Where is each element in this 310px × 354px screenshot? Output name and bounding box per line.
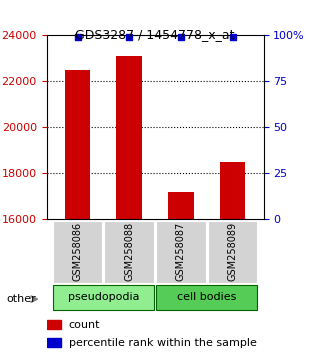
Text: GSM258086: GSM258086: [73, 222, 82, 281]
Text: count: count: [69, 320, 100, 330]
Bar: [116, 56, 142, 219]
Bar: [64, 70, 91, 219]
Bar: [46, 320, 61, 329]
Bar: [219, 162, 246, 219]
Text: percentile rank within the sample: percentile rank within the sample: [69, 338, 257, 348]
Text: GSM258087: GSM258087: [176, 222, 186, 281]
Text: GSM258089: GSM258089: [228, 222, 237, 281]
Bar: [46, 338, 61, 347]
FancyBboxPatch shape: [53, 221, 102, 282]
Text: GSM258088: GSM258088: [124, 222, 134, 281]
FancyBboxPatch shape: [156, 285, 257, 310]
FancyBboxPatch shape: [53, 285, 154, 310]
Bar: [168, 192, 194, 219]
FancyBboxPatch shape: [104, 221, 154, 282]
Text: cell bodies: cell bodies: [177, 292, 236, 302]
FancyBboxPatch shape: [156, 221, 206, 282]
Text: GDS3287 / 1454778_x_at: GDS3287 / 1454778_x_at: [75, 28, 235, 41]
Text: other: other: [6, 294, 36, 304]
FancyBboxPatch shape: [208, 221, 257, 282]
Text: pseudopodia: pseudopodia: [68, 292, 139, 302]
